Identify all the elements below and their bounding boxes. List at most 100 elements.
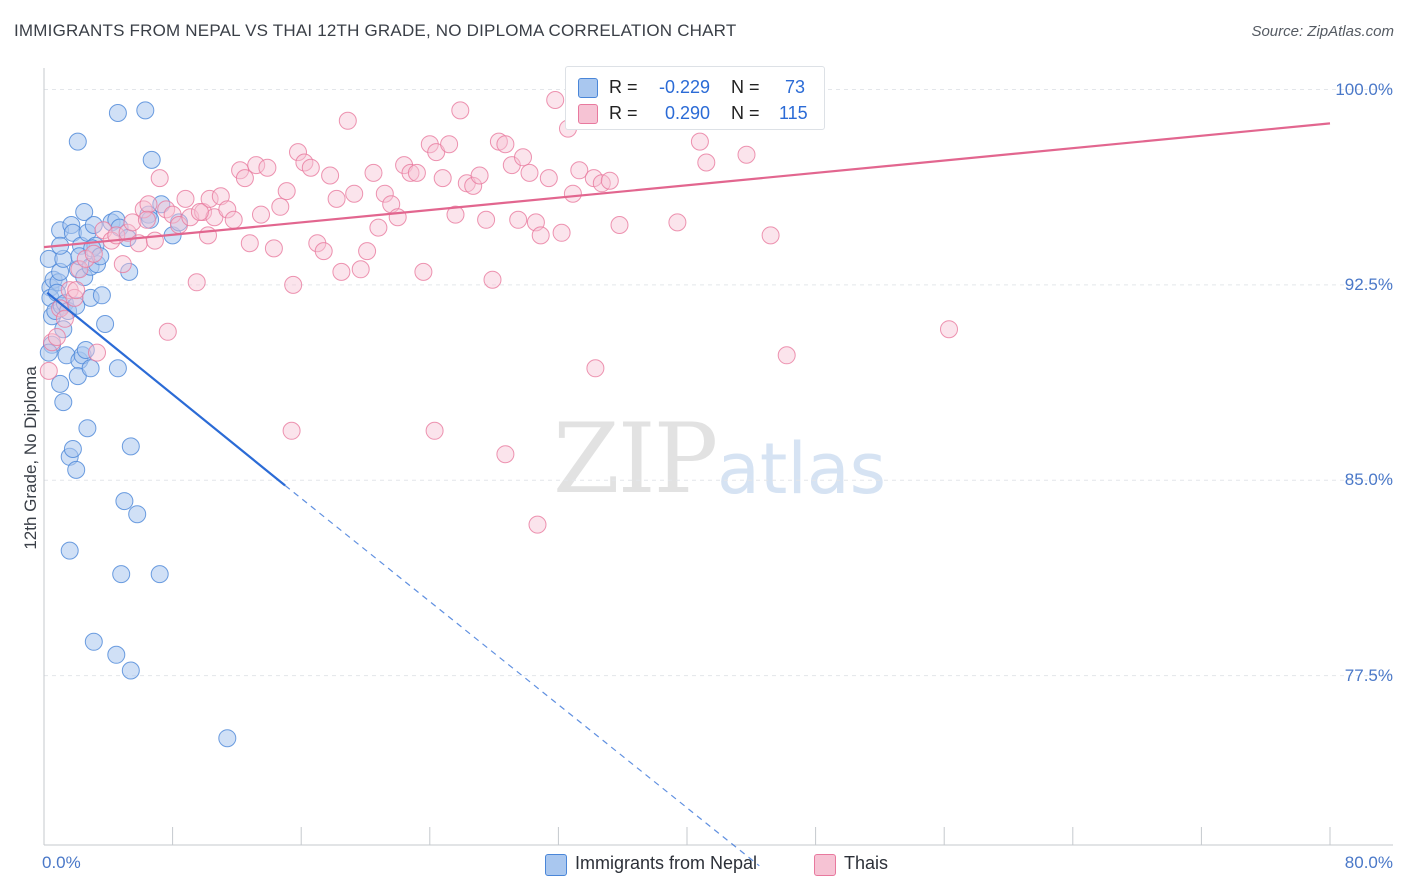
legend-label-nepal: Immigrants from Nepal <box>575 853 758 873</box>
thais-point <box>301 158 320 177</box>
stats-n-label: N = <box>731 77 760 97</box>
y-axis-title: 12th Grade, No Diploma <box>21 366 40 550</box>
correlation-stats-box: R = -0.229 N = 73 R = 0.290 N = 115 <box>565 66 825 130</box>
thais-point <box>43 333 61 352</box>
thais-point <box>375 184 394 203</box>
thais-point <box>520 163 539 182</box>
thais-point <box>697 153 716 172</box>
thais-point <box>70 260 89 279</box>
data-points <box>39 80 958 748</box>
thais-point <box>514 148 532 167</box>
nepal-point <box>51 374 70 393</box>
nepal-point <box>128 505 147 524</box>
thais-point <box>401 163 420 182</box>
thais-point <box>690 132 709 151</box>
source-credit: Source: ZipAtlas.com <box>1251 23 1394 40</box>
thais-point <box>546 91 565 109</box>
nepal-point <box>107 645 126 664</box>
thais-point <box>187 273 206 292</box>
thais-point <box>440 135 459 154</box>
watermark-zip: ZIP <box>553 403 718 515</box>
nepal-point <box>136 101 155 120</box>
thais-point <box>282 421 301 440</box>
nepal-point <box>78 419 97 438</box>
y-tick-label: 85.0% <box>1344 470 1393 490</box>
thais-point <box>451 101 470 120</box>
thais-point <box>139 195 158 214</box>
x-tick-label-max: 80.0% <box>1344 853 1393 872</box>
nepal-point <box>121 437 140 456</box>
nepal-point <box>142 150 161 169</box>
thais-point <box>407 163 426 182</box>
thais-point <box>118 223 137 242</box>
thais-point <box>433 169 452 188</box>
thais-point <box>240 234 259 253</box>
thais-point <box>51 299 70 318</box>
thais-point <box>761 226 780 245</box>
thais-point <box>321 166 340 185</box>
nepal-point <box>108 359 127 378</box>
thais-point <box>158 322 177 341</box>
thais-point <box>358 242 377 261</box>
thais-point <box>610 216 629 234</box>
nepal-point <box>150 565 169 584</box>
thais-point <box>470 166 489 185</box>
nepal-point <box>81 359 100 378</box>
thais-point <box>67 281 86 300</box>
thais-point <box>84 244 103 263</box>
thais-point <box>47 328 66 346</box>
trend-lines <box>43 122 1331 867</box>
legend-swatch-nepal <box>545 854 567 876</box>
nepal-point <box>67 460 86 479</box>
thais-point <box>427 143 446 162</box>
thais-point <box>247 156 266 175</box>
thais-point <box>464 176 483 195</box>
thais-point <box>496 445 515 464</box>
thais-point <box>218 200 237 219</box>
thais-point <box>539 169 558 188</box>
stats-r-label: R = <box>609 77 638 97</box>
thais-point <box>531 226 550 245</box>
nepal-point <box>54 393 73 412</box>
nepal-point <box>112 565 131 584</box>
thais-trend-line <box>43 122 1331 249</box>
stats-n-value: 115 <box>779 103 808 123</box>
nepal-point <box>121 661 140 680</box>
thais-point <box>145 231 164 250</box>
stats-r-value: 0.290 <box>665 103 711 123</box>
thais-point <box>388 208 407 227</box>
stats-r-value: -0.229 <box>659 77 711 97</box>
thais-point <box>483 270 502 289</box>
thais-point <box>289 143 307 162</box>
thais-point <box>668 213 687 232</box>
thais-point <box>425 421 444 440</box>
nepal-point <box>63 440 82 458</box>
thais-point <box>338 111 357 130</box>
thais-point <box>509 210 528 229</box>
thais-point <box>199 226 217 245</box>
thais-point <box>55 309 74 328</box>
nepal-trend-extension <box>284 485 760 867</box>
axes <box>43 68 1393 846</box>
thais-point <box>264 239 283 258</box>
thais-point <box>737 145 756 164</box>
nepal-point <box>152 195 171 214</box>
x-tick-label-min: 0.0% <box>42 853 81 872</box>
stats-r-label: R = <box>609 103 638 123</box>
thais-point <box>134 200 153 219</box>
thais-point <box>200 189 219 208</box>
nepal-point <box>108 104 127 122</box>
nepal-point <box>96 315 115 333</box>
nepal-point <box>75 203 94 221</box>
thais-point <box>369 218 388 237</box>
thais-point <box>332 262 351 281</box>
thais-point <box>65 288 84 307</box>
legend-swatch-thais <box>814 854 836 876</box>
thais-point <box>314 242 333 261</box>
thais-point <box>563 184 582 203</box>
thais-point <box>570 161 589 180</box>
thais-point <box>327 189 346 208</box>
nepal-point <box>92 286 111 305</box>
thais-point <box>777 346 796 365</box>
